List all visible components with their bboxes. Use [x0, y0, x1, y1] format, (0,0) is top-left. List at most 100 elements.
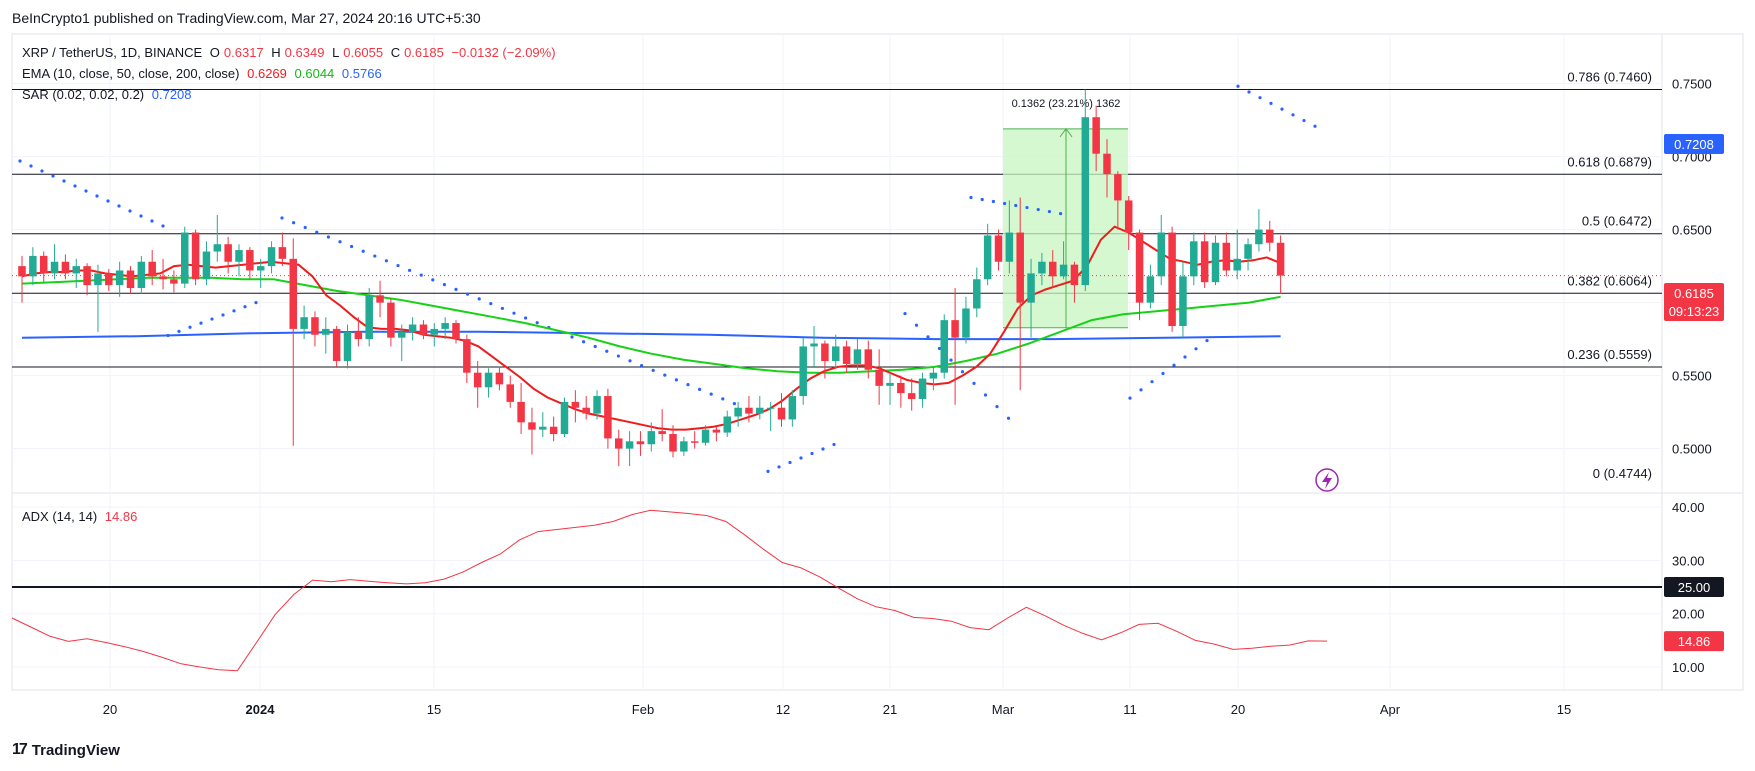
sar-dot: [972, 381, 976, 385]
sar-dot: [29, 164, 33, 168]
candle-body: [604, 396, 612, 439]
sar-dot: [663, 373, 667, 377]
sar-dot: [1302, 118, 1306, 123]
candle-body: [39, 255, 48, 274]
symbol-label[interactable]: XRP / TetherUS, 1D, BINANCE: [22, 45, 203, 60]
sar-dot: [431, 278, 435, 282]
adx-value-tag: [1664, 631, 1724, 652]
fib-level-label: 0.618 (0.6879): [1567, 154, 1652, 169]
candle-body: [289, 258, 297, 329]
sar-dot: [1014, 203, 1018, 208]
sar-dot: [991, 199, 996, 204]
time-tick-label: Mar: [992, 702, 1015, 717]
price-tick-label: 0.6500: [1672, 223, 1712, 238]
candle-body: [918, 378, 927, 399]
ema-label: EMA (10, close, 50, close, 200, close): [22, 66, 240, 81]
candle-body: [83, 266, 91, 286]
sar-dot: [535, 321, 539, 325]
fib-level-label: 0.5 (0.6472): [1582, 214, 1652, 229]
sar-dot: [477, 297, 481, 301]
sar-dot: [1003, 201, 1007, 206]
sar-price-tag-text: 0.7208: [1674, 137, 1714, 152]
sar-dot: [500, 306, 504, 311]
candle-body: [408, 324, 417, 332]
sar-legend[interactable]: SAR (0.02, 0.02, 0.2) 0.7208: [22, 87, 196, 102]
sar-dot: [326, 235, 330, 239]
candle-body: [528, 422, 536, 430]
candle-body: [799, 346, 807, 397]
sar-dot: [698, 387, 702, 391]
candle-body: [766, 407, 775, 409]
high-value: 0.6349: [284, 45, 325, 60]
fib-level-label: 0.786 (0.7460): [1567, 69, 1652, 84]
candle-body: [365, 295, 373, 340]
candle-body: [398, 331, 406, 338]
price-tick-label: 0.7500: [1672, 77, 1712, 92]
candle-body: [61, 261, 70, 274]
candle-body: [560, 401, 569, 435]
candle-body: [571, 401, 580, 408]
sar-dot: [1205, 338, 1209, 343]
candle-body: [322, 328, 330, 335]
candle-body: [159, 276, 167, 280]
adx-tick-label: 40.00: [1672, 500, 1705, 515]
candle-body: [1092, 117, 1100, 154]
measure-arrow-icon: [1059, 128, 1073, 138]
candle-body: [593, 396, 601, 414]
candle-body: [636, 441, 645, 445]
tradingview-logo-text: TradingView: [31, 741, 120, 759]
sar-dot: [821, 447, 825, 451]
candle-body: [875, 369, 883, 386]
candle-body: [1200, 241, 1209, 283]
adx-line: [11, 509, 1328, 672]
sar-dot: [177, 329, 181, 333]
candle-body: [1146, 276, 1155, 303]
candle-body: [311, 317, 319, 335]
sar-dot: [73, 184, 77, 188]
open-label: O: [209, 45, 220, 60]
sar-dot: [721, 397, 725, 401]
adx-value: 14.86: [104, 509, 138, 524]
candle-body: [625, 441, 634, 449]
candle-body: [441, 323, 449, 329]
candle-body: [278, 247, 287, 259]
candle-body: [181, 232, 189, 284]
sar-label: SAR (0.02, 0.02, 0.2): [22, 87, 145, 102]
candle-body: [864, 349, 873, 370]
candle-body: [191, 232, 200, 280]
sar-dot: [40, 169, 44, 173]
sar-dot: [937, 346, 942, 351]
ema10-value: 0.6269: [247, 66, 287, 81]
candle-body: [680, 441, 688, 452]
sar-dot: [1194, 347, 1198, 351]
chart-frame: [11, 33, 1744, 691]
candle-body: [539, 426, 547, 430]
candle-body: [506, 384, 514, 402]
published-header: BeInCrypto1 published on TradingView.com…: [12, 10, 481, 26]
price-tick-label: 0.5500: [1672, 369, 1712, 384]
sar-dot: [139, 214, 143, 218]
tradingview-logo-icon: 17: [12, 741, 28, 758]
candle-body: [907, 393, 916, 399]
sar-dot: [18, 159, 22, 163]
price-tick-label: 0.5000: [1672, 442, 1712, 457]
sar-dot: [914, 323, 919, 327]
sar-dot: [512, 311, 516, 315]
sar-price-tag: [1664, 134, 1724, 154]
candle-body: [473, 372, 482, 388]
adx-level-tag: [1664, 577, 1724, 598]
tradingview-logo[interactable]: 17 TradingView: [12, 741, 120, 759]
candle-body: [213, 244, 222, 252]
ema-legend[interactable]: EMA (10, close, 50, close, 200, close) 0…: [22, 66, 386, 81]
sar-dot: [810, 451, 814, 456]
open-value: 0.6317: [223, 45, 264, 60]
lightning-icon: [1322, 472, 1332, 489]
candle-body: [105, 273, 113, 286]
candle-body: [137, 261, 146, 289]
adx-legend[interactable]: ADX (14, 14) 14.86: [22, 509, 141, 524]
candle-body: [962, 308, 970, 338]
sar-dot: [983, 393, 988, 397]
candle-body: [267, 247, 276, 267]
sar-dot: [106, 199, 110, 203]
